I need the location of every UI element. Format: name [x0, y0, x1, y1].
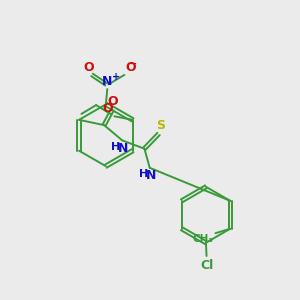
Text: N: N	[146, 169, 156, 182]
Text: H: H	[111, 142, 121, 152]
Text: O: O	[103, 101, 113, 115]
Text: O: O	[126, 61, 136, 74]
Text: S: S	[156, 119, 165, 132]
Text: O: O	[107, 95, 118, 108]
Text: N: N	[118, 142, 129, 154]
Text: −: −	[128, 59, 137, 69]
Text: Cl: Cl	[200, 259, 213, 272]
Text: +: +	[112, 72, 120, 82]
Text: O: O	[83, 61, 94, 74]
Text: H: H	[139, 169, 148, 179]
Text: CH₃: CH₃	[193, 234, 214, 244]
Text: N: N	[102, 75, 112, 88]
